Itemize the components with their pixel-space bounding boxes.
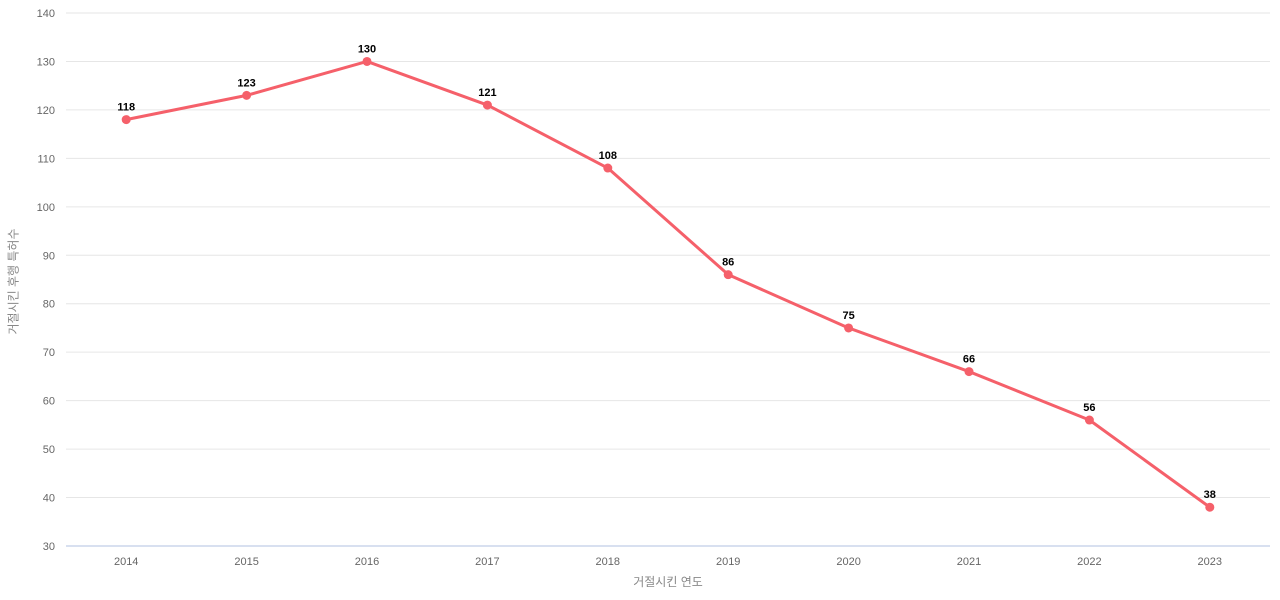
- x-tick-label: 2017: [475, 556, 499, 568]
- data-point-marker: [844, 323, 854, 333]
- data-point-label: 75: [842, 310, 854, 322]
- series-line: [124, 59, 1212, 509]
- y-tick-label: 140: [37, 8, 55, 20]
- data-point-label: 66: [963, 354, 975, 366]
- y-tick-label: 100: [37, 202, 55, 214]
- data-point-label: 108: [599, 150, 617, 162]
- data-point-label: 123: [237, 77, 255, 89]
- data-point-marker: [1084, 415, 1094, 425]
- y-tick-label: 40: [43, 493, 55, 505]
- data-point-marker: [1205, 502, 1215, 512]
- x-tick-label: 2015: [234, 556, 258, 568]
- x-tick-label: 2018: [596, 556, 620, 568]
- data-point-marker: [362, 56, 372, 66]
- data-point-label: 38: [1204, 489, 1216, 501]
- y-tick-label: 120: [37, 105, 55, 117]
- x-tick-label: 2014: [114, 556, 138, 568]
- y-tick-label: 50: [43, 444, 55, 456]
- y-tick-label: 70: [43, 347, 55, 359]
- data-point-label: 130: [358, 43, 376, 55]
- data-point-marker: [242, 90, 252, 100]
- y-tick-label: 30: [43, 541, 55, 553]
- x-tick-label: 2020: [836, 556, 860, 568]
- y-tick-label: 110: [37, 153, 55, 165]
- data-point-label: 56: [1083, 402, 1095, 414]
- y-tick-label: 90: [43, 250, 55, 262]
- data-point-marker: [964, 367, 974, 377]
- x-axis-title: 거절시킨 연도: [633, 575, 703, 589]
- data-point-label: 118: [117, 102, 135, 114]
- data-point-label: 121: [478, 87, 496, 99]
- data-point-marker: [723, 270, 733, 280]
- x-tick-label: 2022: [1077, 556, 1101, 568]
- y-tick-label: 130: [37, 56, 55, 68]
- data-point-marker: [121, 115, 131, 125]
- data-point-marker: [482, 100, 492, 110]
- x-tick-label: 2023: [1198, 556, 1222, 568]
- x-tick-label: 2016: [355, 556, 379, 568]
- x-tick-label: 2021: [957, 556, 981, 568]
- x-tick-label: 2019: [716, 556, 740, 568]
- y-tick-label: 60: [43, 396, 55, 408]
- y-tick-label: 80: [43, 299, 55, 311]
- y-axis-title: 거절시킨 후행 특허수: [6, 228, 21, 335]
- data-point-label: 86: [722, 257, 734, 269]
- data-point-marker: [603, 163, 613, 173]
